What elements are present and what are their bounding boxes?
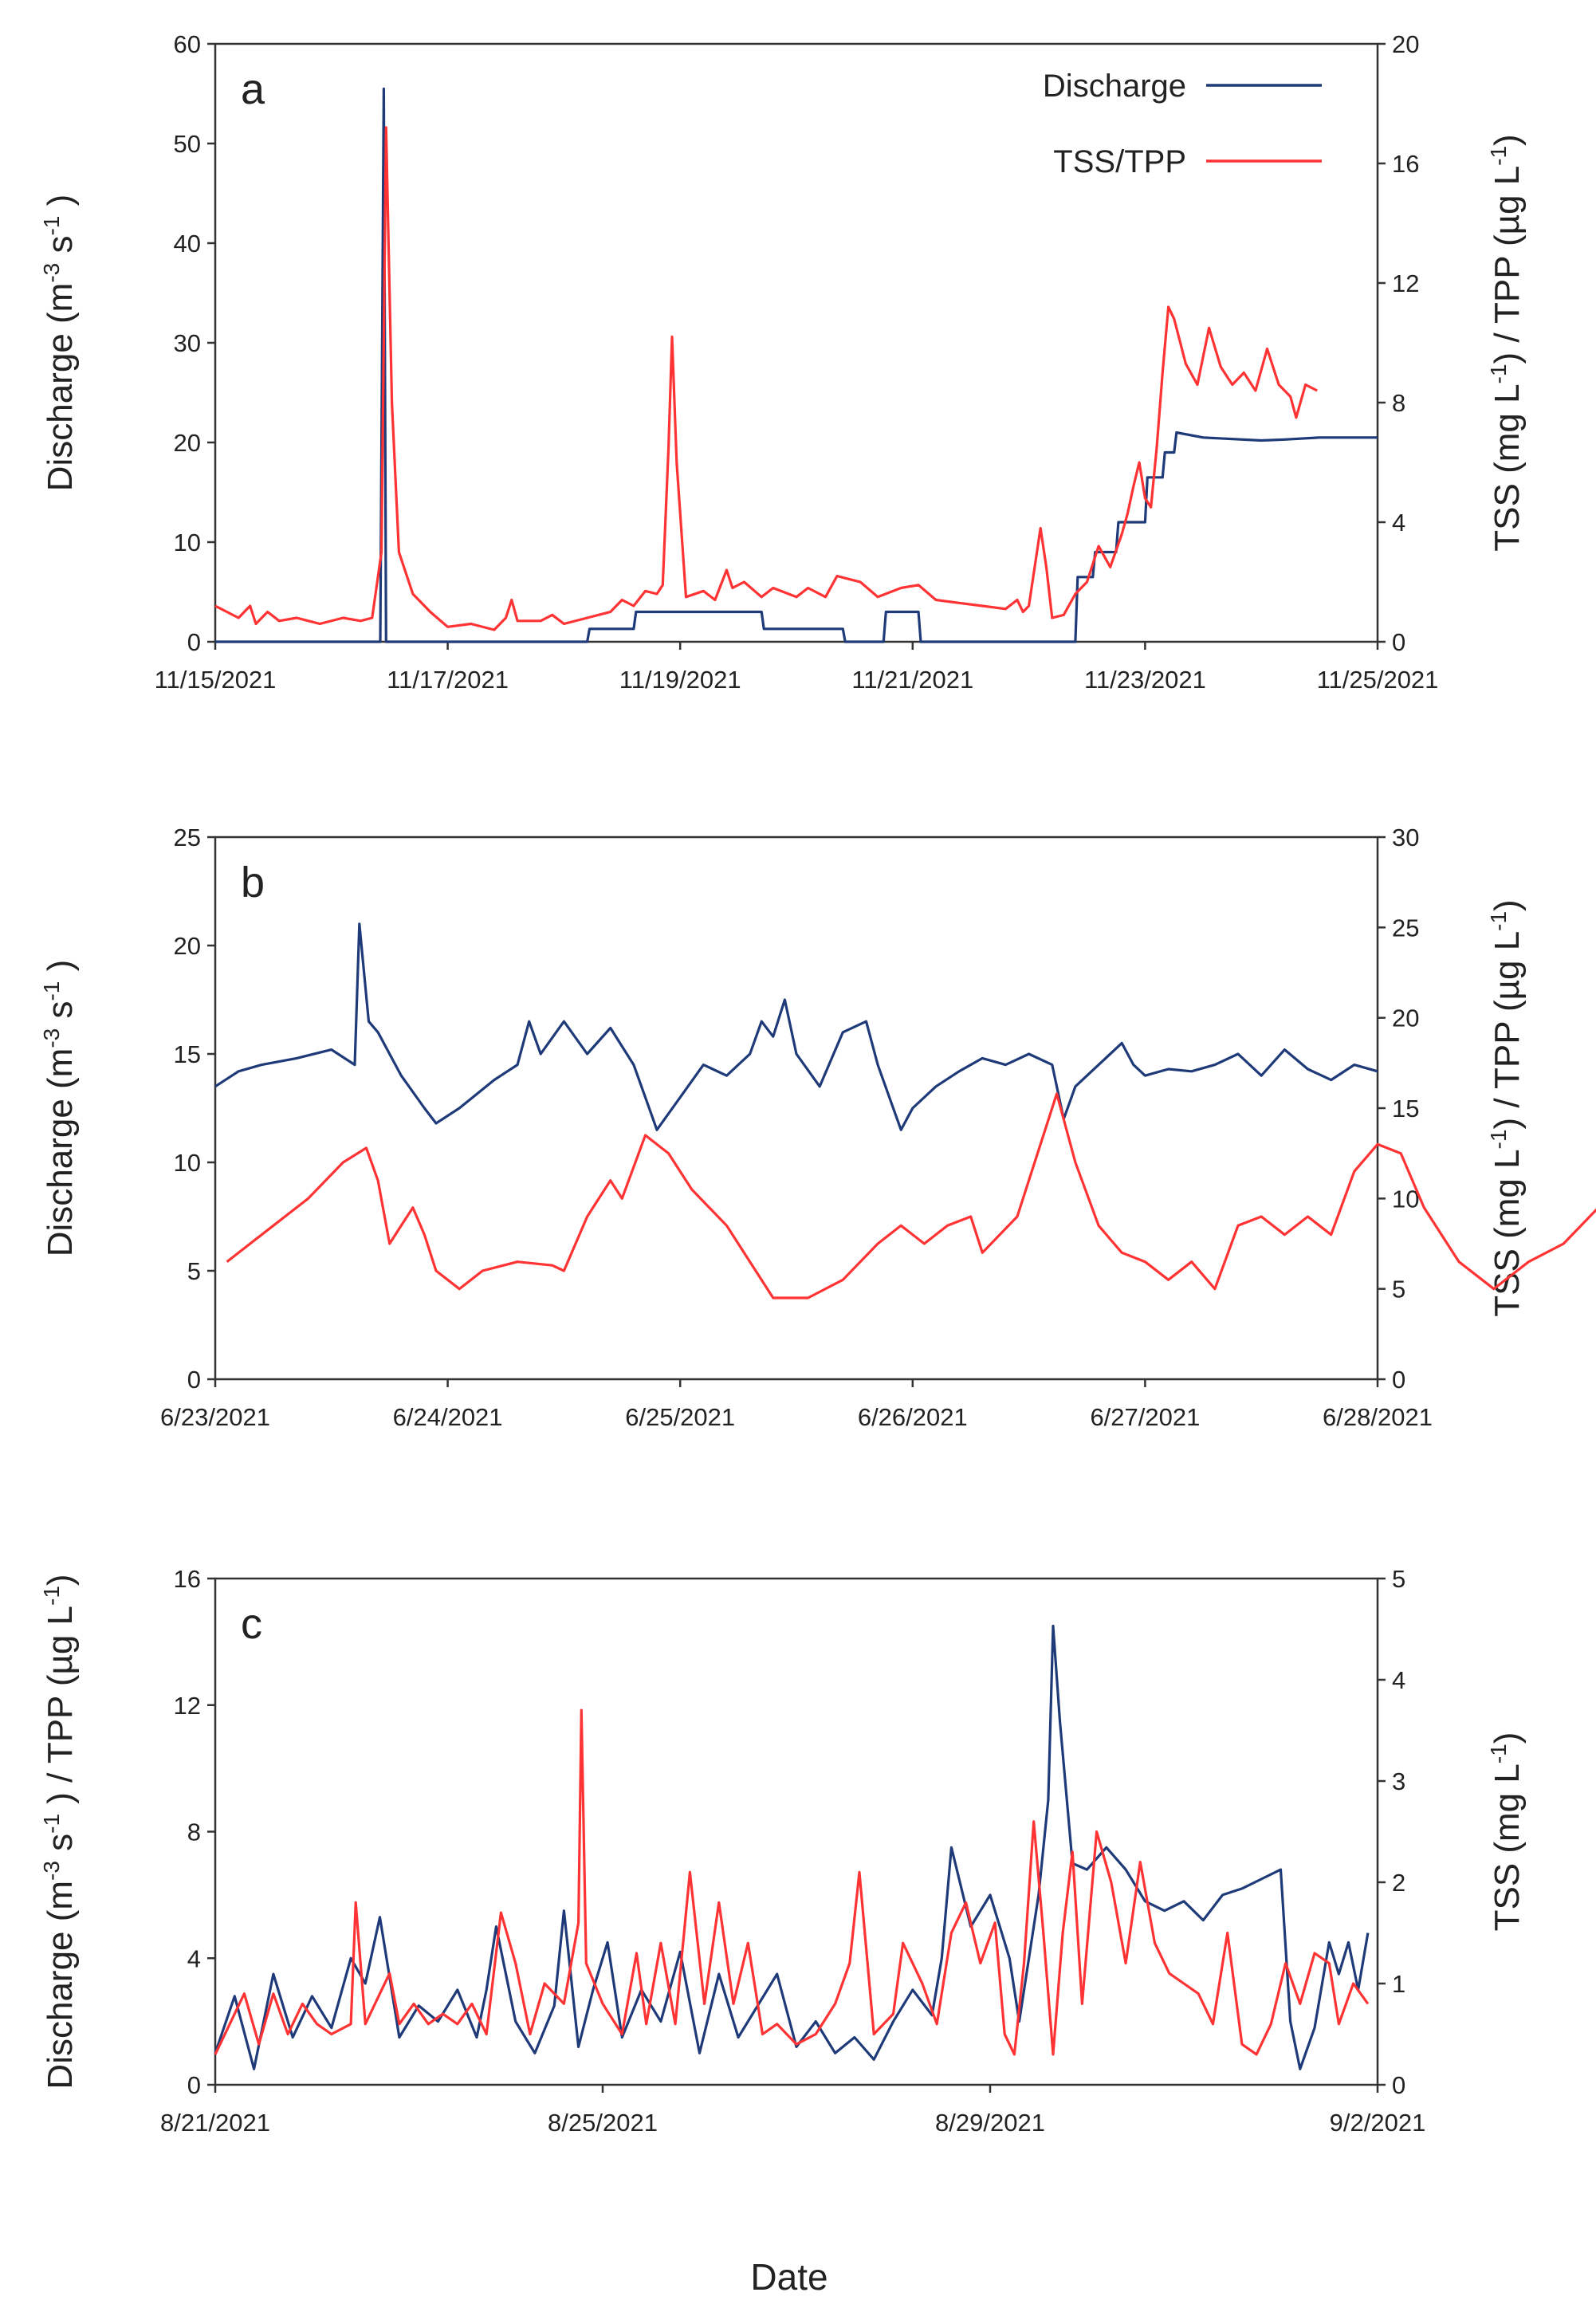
legend-label: Discharge	[1043, 69, 1186, 104]
right-tick-label: 2	[1392, 1869, 1405, 1897]
x-tick-label: 6/24/2021	[393, 1403, 503, 1431]
left-tick-label: 60	[174, 30, 201, 58]
right-tick-label: 25	[1392, 914, 1419, 942]
right-axis-title: TSS (mg L-1) / TPP (µg L-1)	[1486, 134, 1527, 551]
legend-label: TSS/TPP	[1053, 144, 1186, 179]
x-tick-label: 6/23/2021	[160, 1403, 270, 1431]
right-tick-label: 0	[1392, 628, 1405, 656]
x-tick-label: 11/25/2021	[1317, 666, 1439, 694]
discharge-series-line	[214, 922, 1378, 1131]
left-tick-label: 0	[187, 2071, 201, 2099]
right-tick-label: 20	[1392, 30, 1419, 58]
x-tick-label: 11/17/2021	[387, 666, 509, 694]
x-tick-label: 11/23/2021	[1084, 666, 1206, 694]
left-axis-title: Discharge (m-3 s-1 )	[39, 195, 80, 492]
left-tick-label: 0	[187, 1366, 201, 1394]
left-axis-title: Discharge (m-3 s-1 )	[39, 960, 80, 1257]
left-tick-label: 16	[174, 1565, 201, 1593]
right-tick-label: 1	[1392, 1970, 1405, 1998]
panel-a: 0 10 20 30 40 50 60 0 4 8 12 16 20 11/15/2021 11/17/20…	[39, 30, 1527, 694]
right-tick-label: 30	[1392, 824, 1419, 851]
right-tick-label: 15	[1392, 1095, 1419, 1123]
x-tick-label: 11/21/2021	[851, 666, 973, 694]
plot-frame	[214, 1577, 1379, 2086]
left-tick-label: 30	[174, 329, 201, 357]
tss_tpp-series-line	[214, 1708, 1370, 2056]
x-tick-label: 8/21/2021	[160, 2109, 270, 2137]
right-tick-label: 10	[1392, 1185, 1419, 1213]
tss_tpp-series-line	[214, 126, 1318, 631]
x-tick-label: 6/26/2021	[858, 1403, 968, 1431]
left-tick-label: 40	[174, 230, 201, 258]
x-tick-label: 6/28/2021	[1323, 1403, 1433, 1431]
left-tick-label: 10	[174, 1149, 201, 1177]
tss_tpp-series-line	[226, 1092, 1596, 1299]
discharge-series-line	[215, 87, 1378, 643]
x-tick-label: 11/19/2021	[619, 666, 741, 694]
panel-label: a	[241, 65, 265, 113]
x-axis-title: Date	[750, 2256, 827, 2298]
left-axis-title: Discharge (m-3 s-1 ) / TPP (µg L-1)	[39, 1574, 80, 2089]
discharge-series-line	[214, 1624, 1370, 2070]
left-tick-label: 15	[174, 1040, 201, 1068]
x-tick-label: 11/15/2021	[155, 666, 277, 694]
panel-label: c	[241, 1600, 262, 1648]
x-tick-label: 6/27/2021	[1090, 1403, 1200, 1431]
left-tick-label: 20	[174, 429, 201, 457]
right-tick-label: 8	[1392, 389, 1405, 417]
left-tick-label: 10	[174, 529, 201, 556]
right-tick-label: 5	[1392, 1565, 1405, 1593]
x-tick-label: 8/29/2021	[935, 2109, 1045, 2137]
right-tick-label: 0	[1392, 2071, 1405, 2099]
left-tick-label: 20	[174, 932, 201, 960]
right-tick-label: 4	[1392, 509, 1405, 537]
right-tick-label: 5	[1392, 1276, 1405, 1303]
left-tick-label: 4	[187, 1944, 201, 1972]
right-tick-label: 12	[1392, 269, 1419, 297]
x-tick-label: 6/25/2021	[625, 1403, 735, 1431]
right-axis-title: TSS (mg L-1) / TPP (µg L-1)	[1486, 899, 1527, 1316]
right-tick-label: 16	[1392, 150, 1419, 178]
x-tick-label: 8/25/2021	[548, 2109, 658, 2137]
left-tick-label: 8	[187, 1818, 201, 1846]
right-tick-label: 3	[1392, 1767, 1405, 1795]
left-tick-label: 12	[174, 1692, 201, 1720]
panel-label: b	[241, 859, 265, 906]
left-tick-label: 50	[174, 130, 201, 158]
right-tick-label: 0	[1392, 1366, 1405, 1394]
left-tick-label: 5	[187, 1257, 201, 1285]
panel-b: 0 5 10 15 20 25 0 5 10 15 20 25 30 6/23/2021 6/24/2021…	[39, 824, 1596, 1431]
right-tick-label: 20	[1392, 1005, 1419, 1032]
right-axis-title: TSS (mg L-1)	[1486, 1732, 1527, 1932]
right-tick-label: 4	[1392, 1666, 1405, 1694]
left-tick-label: 0	[187, 628, 201, 656]
x-tick-label: 9/2/2021	[1330, 2109, 1426, 2137]
left-tick-label: 25	[174, 824, 201, 851]
